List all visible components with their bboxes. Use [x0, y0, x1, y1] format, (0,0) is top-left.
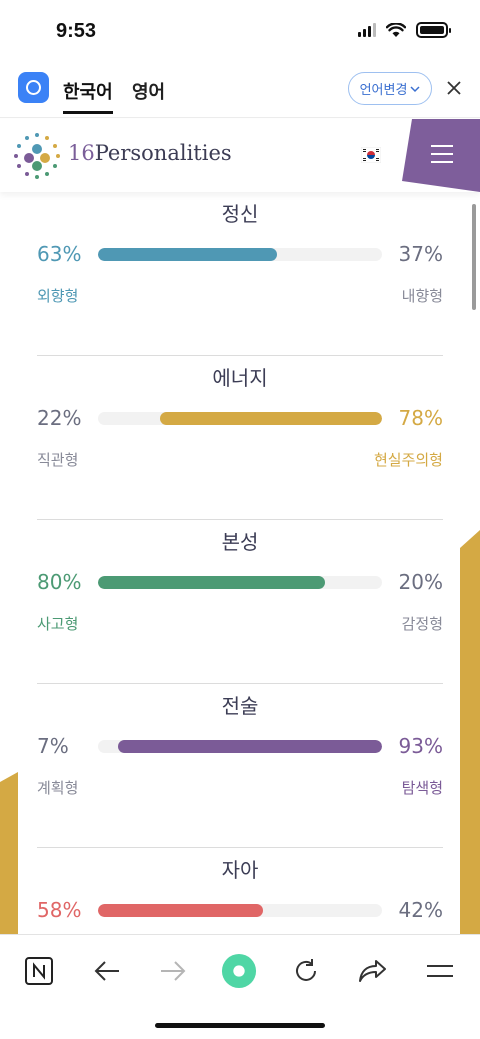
logo-word: Personalities — [94, 141, 232, 165]
tab-english[interactable]: 영어 — [132, 82, 166, 103]
left-label: 외향형 — [37, 287, 79, 305]
trait-title: 전술 — [221, 694, 259, 718]
forward-arrow-icon[interactable] — [155, 953, 191, 989]
trait-bar-fill — [98, 904, 263, 917]
main-content: 정신 63% 37% 외향형 내향형 에너지 22% 78% 직관형 현실주의형… — [0, 192, 480, 934]
translate-app-icon — [18, 72, 49, 103]
left-percent: 80% — [37, 570, 82, 594]
trait-bar-fill — [98, 248, 277, 261]
trait-title: 본성 — [221, 530, 259, 554]
status-bar: 9:53 — [0, 0, 480, 62]
right-percent: 93% — [398, 734, 443, 758]
trait-identity: 자아 58% 42% — [37, 848, 443, 934]
home-indicator — [155, 1023, 325, 1028]
trait-mind: 정신 63% 37% 외향형 내향형 — [37, 192, 443, 356]
cellular-signal-icon — [358, 23, 376, 37]
left-label: 사고형 — [37, 615, 79, 633]
trait-tactics: 전술 7% 93% 계획형 탐색형 — [37, 684, 443, 848]
right-percent: 42% — [398, 898, 443, 922]
right-label: 탐색형 — [401, 779, 443, 797]
menu-icon[interactable] — [422, 953, 458, 989]
gold-decoration-right — [460, 530, 480, 934]
left-percent: 7% — [37, 734, 69, 758]
right-label: 감정형 — [401, 615, 443, 633]
trait-title: 에너지 — [212, 366, 268, 390]
battery-icon — [416, 22, 451, 38]
close-icon[interactable] — [444, 78, 464, 98]
browser-toolbar — [0, 934, 480, 1039]
hamburger-menu-icon[interactable] — [402, 119, 480, 192]
left-label: 계획형 — [37, 779, 79, 797]
left-percent: 63% — [37, 242, 82, 266]
right-percent: 37% — [398, 242, 443, 266]
site-logo[interactable]: 16Personalities — [68, 141, 232, 165]
back-arrow-icon[interactable] — [89, 953, 125, 989]
right-label: 현실주의형 — [373, 451, 443, 469]
home-circle-icon[interactable] — [221, 953, 257, 989]
chevron-down-icon — [410, 85, 420, 92]
left-label: 직관형 — [37, 451, 79, 469]
status-icons — [358, 22, 451, 38]
trait-bar-fill — [160, 412, 382, 425]
right-percent: 20% — [398, 570, 443, 594]
reload-icon[interactable] — [288, 953, 324, 989]
translate-bar: 한국어 영어 언어변경 — [0, 62, 480, 118]
change-language-label: 언어변경 — [359, 83, 408, 98]
left-percent: 58% — [37, 898, 82, 922]
trait-bar-fill — [98, 576, 326, 589]
trait-bar — [98, 412, 382, 425]
change-language-button[interactable]: 언어변경 — [348, 72, 432, 105]
right-percent: 78% — [398, 406, 443, 430]
gold-decoration-left — [0, 772, 18, 934]
trait-bar — [98, 904, 382, 917]
site-header: 16Personalities — [0, 119, 480, 192]
right-label: 내향형 — [401, 287, 443, 305]
status-time: 9:53 — [56, 20, 97, 42]
wifi-icon — [386, 22, 406, 37]
trait-energy: 에너지 22% 78% 직관형 현실주의형 — [37, 356, 443, 520]
logo-icon[interactable] — [12, 131, 62, 181]
tab-korean[interactable]: 한국어 — [63, 78, 113, 114]
trait-title: 자아 — [221, 858, 259, 882]
notion-icon[interactable] — [21, 953, 57, 989]
left-percent: 22% — [37, 406, 82, 430]
trait-bar-fill — [117, 740, 382, 753]
korea-flag-icon[interactable] — [361, 147, 381, 163]
trait-title: 정신 — [221, 202, 259, 226]
trait-nature: 본성 80% 20% 사고형 감정형 — [37, 520, 443, 684]
logo-number: 16 — [68, 141, 95, 165]
share-icon[interactable] — [355, 953, 391, 989]
scrollbar[interactable] — [472, 204, 476, 310]
trait-bar — [98, 576, 382, 589]
trait-bar — [98, 740, 382, 753]
trait-bar — [98, 248, 382, 261]
